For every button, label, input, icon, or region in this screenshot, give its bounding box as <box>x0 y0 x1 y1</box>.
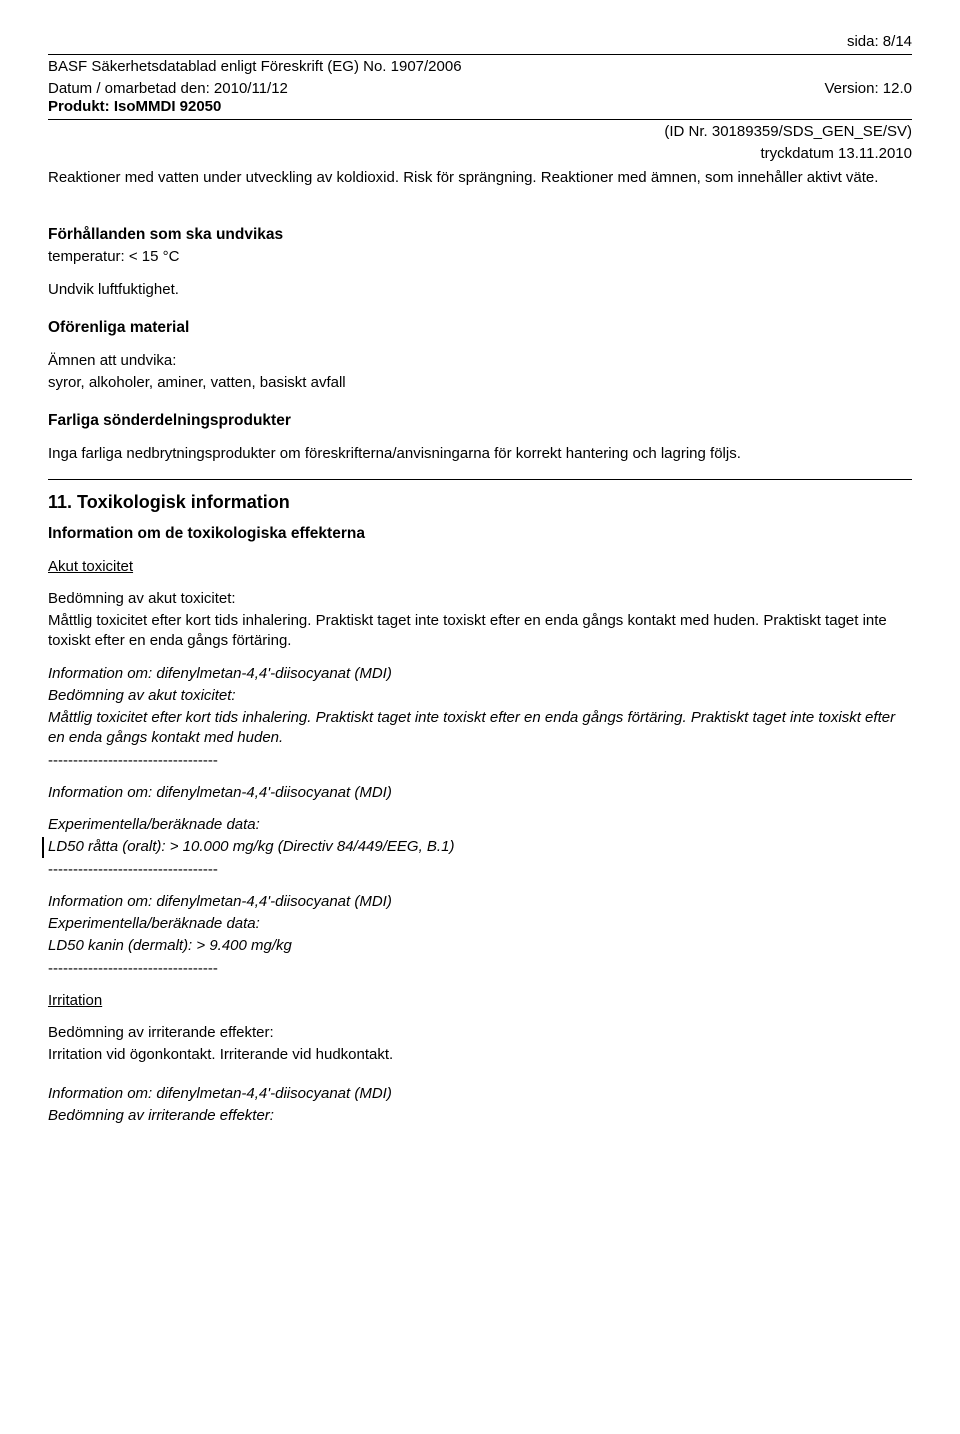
irritation-title: Irritation <box>48 991 912 1011</box>
document-header: sida: 8/14 BASF Säkerhetsdatablad enligt… <box>48 32 912 164</box>
dashes-2: ---------------------------------- <box>48 860 912 880</box>
mdi-assess-label: Bedömning av akut toxicitet: <box>48 686 912 706</box>
ld50-rat: LD50 råtta (oralt): > 10.000 mg/kg (Dire… <box>48 837 912 857</box>
header-product: Produkt: IsoMMDI 92050 <box>48 97 912 117</box>
header-date: Datum / omarbetad den: 2010/11/12 <box>48 80 288 97</box>
info-mdi-label-1: Information om: difenylmetan-4,4'-diisoc… <box>48 664 912 684</box>
irr-assess-label: Bedömning av irriterande effekter: <box>48 1023 912 1043</box>
info-mdi-label-2: Information om: difenylmetan-4,4'-diisoc… <box>48 783 912 803</box>
header-line1: BASF Säkerhetsdatablad enligt Föreskrift… <box>48 57 912 77</box>
intro-text: Reaktioner med vatten under utveckling a… <box>48 168 912 188</box>
irr-assess-text: Irritation vid ögonkontakt. Irriterande … <box>48 1045 912 1065</box>
section-divider <box>48 479 912 480</box>
conditions-title: Förhållanden som ska undvikas <box>48 225 912 246</box>
header-rule-top <box>48 54 912 55</box>
page: sida: 8/14 BASF Säkerhetsdatablad enligt… <box>0 0 960 1176</box>
hazdecomp-title: Farliga sönderdelningsprodukter <box>48 411 912 432</box>
info-mdi-label-4: Information om: difenylmetan-4,4'-diisoc… <box>48 1084 912 1104</box>
dashes-1: ---------------------------------- <box>48 751 912 771</box>
hazdecomp-text: Inga farliga nedbrytningsprodukter om fö… <box>48 444 912 464</box>
page-indicator: sida: 8/14 <box>48 32 912 52</box>
change-bar: LD50 råtta (oralt): > 10.000 mg/kg (Dire… <box>42 837 912 857</box>
section11-subtitle: Information om de toxikologiska effekter… <box>48 524 912 545</box>
ld50-rabbit: LD50 kanin (dermalt): > 9.400 mg/kg <box>48 936 912 956</box>
acute-tox-title: Akut toxicitet <box>48 557 912 577</box>
exp-label-1: Experimentella/beräknade data: <box>48 815 912 835</box>
irr-assess-label-2: Bedömning av irriterande effekter: <box>48 1106 912 1126</box>
exp-label-2: Experimentella/beräknade data: <box>48 914 912 934</box>
info-mdi-label-3: Information om: difenylmetan-4,4'-diisoc… <box>48 892 912 912</box>
conditions-line2: Undvik luftfuktighet. <box>48 280 912 300</box>
incompatible-title: Oförenliga material <box>48 318 912 339</box>
incompatible-line2: syror, alkoholer, aminer, vatten, basisk… <box>48 373 912 393</box>
acute-assess-text: Måttlig toxicitet efter kort tids inhale… <box>48 611 912 652</box>
incompatible-line1: Ämnen att undvika: <box>48 351 912 371</box>
header-row2: Datum / omarbetad den: 2010/11/12 Versio… <box>48 80 912 97</box>
conditions-line1: temperatur: < 15 °C <box>48 247 912 267</box>
header-printdate: tryckdatum 13.11.2010 <box>48 144 912 164</box>
header-rule-bottom <box>48 119 912 120</box>
header-version: Version: 12.0 <box>824 80 912 97</box>
section11-title: 11. Toxikologisk information <box>48 490 912 514</box>
header-idnr: (ID Nr. 30189359/SDS_GEN_SE/SV) <box>48 122 912 142</box>
dashes-3: ---------------------------------- <box>48 959 912 979</box>
mdi-assess-text: Måttlig toxicitet efter kort tids inhale… <box>48 708 912 749</box>
acute-assess-label: Bedömning av akut toxicitet: <box>48 589 912 609</box>
